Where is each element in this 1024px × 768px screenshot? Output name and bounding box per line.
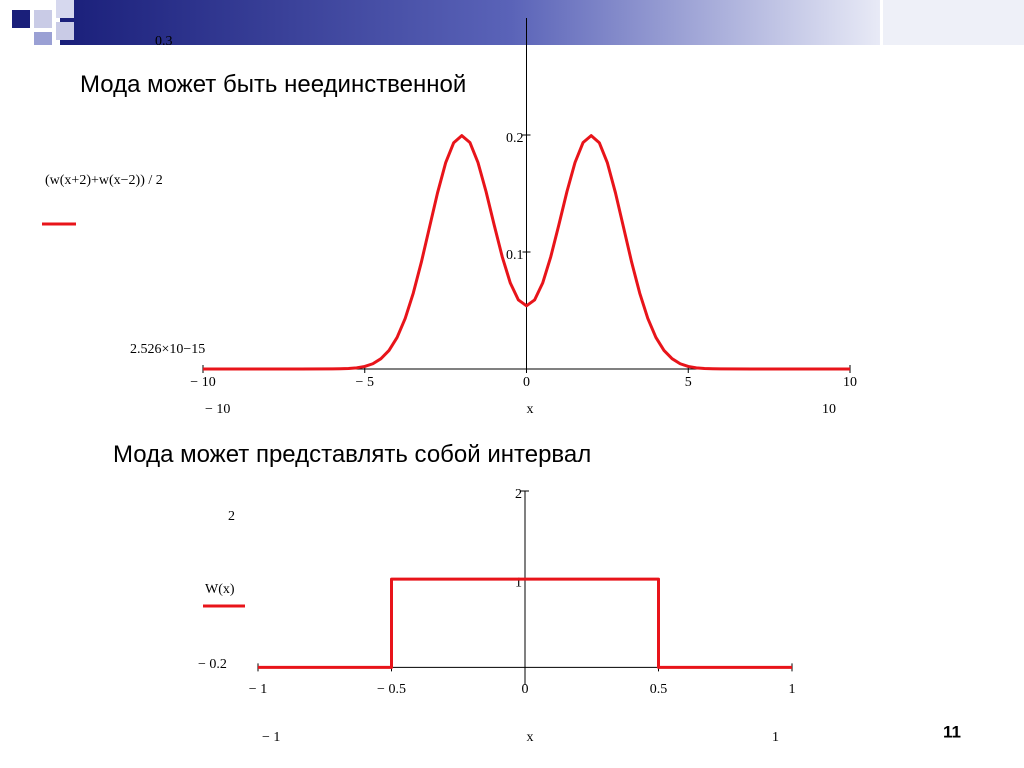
chart-title: Мода может быть неединственной [80, 71, 466, 98]
y-tick-label: 0.1 [506, 248, 524, 263]
data-line [203, 134, 850, 371]
x-tick-label: 5 [685, 375, 692, 390]
x-limit-label: 1 [772, 730, 779, 745]
y-limit-label: 0.3 [155, 34, 173, 49]
x-tick-label: − 1 [249, 682, 267, 697]
page-number: 11 [943, 722, 961, 741]
chart: Мода может быть неединственной − 10 − 5 0 5 1… [42, 18, 857, 417]
y-limit-label: − 0.2 [198, 657, 227, 672]
legend-label: (w(x+2)+w(x−2)) / 2 [45, 173, 163, 188]
y-tick-label: 2 [515, 487, 522, 502]
x-limit-label: − 10 [205, 402, 230, 417]
legend-label: W(x) [205, 582, 235, 597]
y-tick-label: 1 [515, 575, 522, 590]
x-tick-label: 1 [789, 682, 796, 697]
header-decoration [12, 0, 1024, 45]
y-tick-label: 0.2 [506, 131, 524, 146]
x-tick-label: − 10 [190, 375, 215, 390]
x-tick-label: 0 [522, 682, 529, 697]
x-tick-label: 0 [523, 375, 530, 390]
x-axis-label: x [527, 402, 534, 417]
x-tick-label: − 0.5 [377, 682, 406, 697]
chart-title: Мода может представлять собой интервал [113, 441, 591, 468]
chart: Мода может представлять собой интервал − … [113, 441, 796, 745]
y-limit-label: 2 [228, 509, 235, 524]
x-tick-label: − 5 [356, 375, 374, 390]
x-limit-label: 10 [822, 402, 836, 417]
x-tick-label: 0.5 [650, 682, 668, 697]
x-tick-label: 10 [843, 375, 857, 390]
x-limit-label: − 1 [262, 730, 280, 745]
data-line [258, 577, 792, 669]
x-axis-label: x [527, 730, 534, 745]
y-limit-label: 2.526×10−15 [130, 342, 205, 357]
